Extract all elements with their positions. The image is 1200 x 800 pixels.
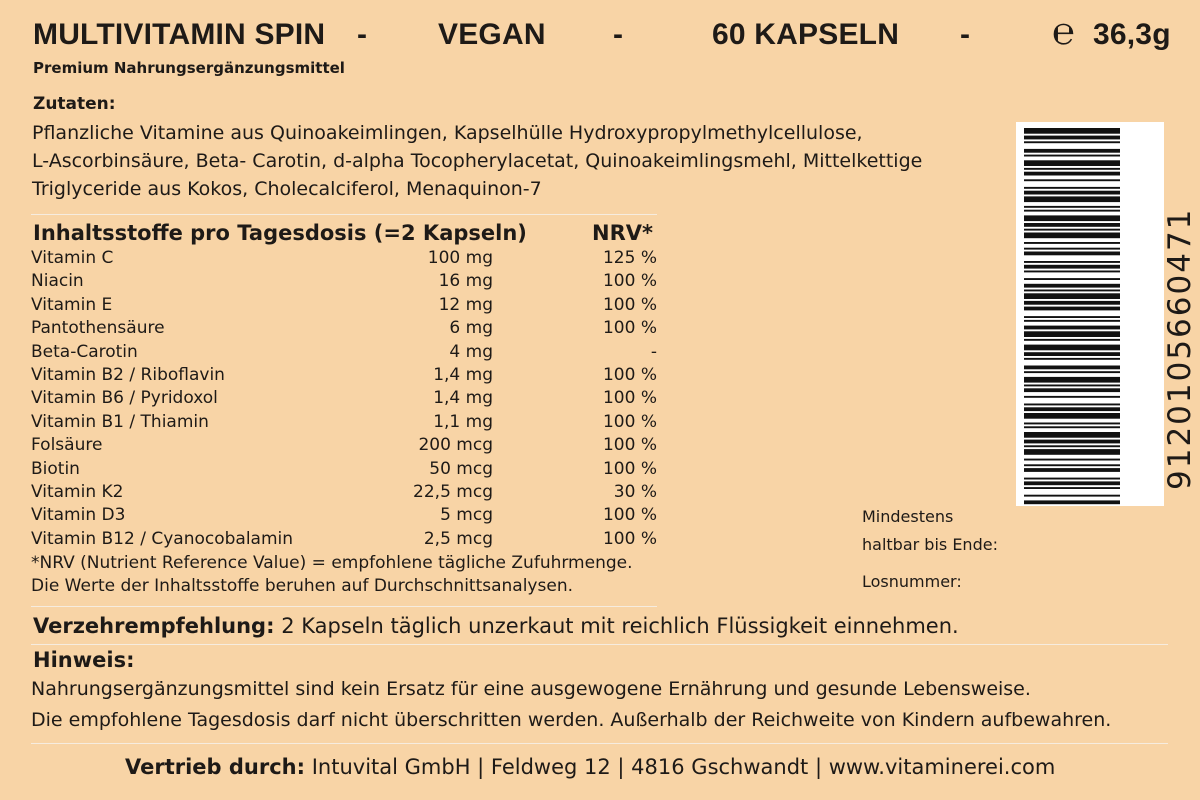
- nutrient-row: Vitamin B6 / Pyridoxol 1,4 mg 100 %: [31, 388, 657, 411]
- nutrient-amount: 5 mcg: [440, 505, 493, 526]
- nutrient-nrv: 100 %: [602, 365, 657, 385]
- capsule-count: 60 KAPSELN: [712, 18, 900, 51]
- divider: [31, 606, 657, 607]
- nutrient-nrv: 125 %: [602, 248, 657, 268]
- nutrient-amount: 1,4 mg: [433, 388, 493, 409]
- ingredients-text: Pflanzliche Vitamine aus Quinoakeimlinge…: [32, 119, 922, 203]
- recommendation-label: Verzehrempfehlung:: [33, 614, 275, 638]
- nutrient-amount: 50 mcg: [429, 458, 493, 479]
- barcode-icon: [1024, 128, 1120, 505]
- nutrient-nrv: 100 %: [602, 318, 657, 339]
- nutrient-amount: 22,5 mcg: [413, 482, 493, 502]
- best-before-label: Mindestens: [862, 507, 954, 526]
- nutrient-row: Vitamin C 100 mg 125 %: [31, 248, 657, 271]
- nutrient-amount: 6 mg: [449, 318, 493, 339]
- distribution: Vertrieb durch: Intuvital GmbH | Feldweg…: [125, 755, 1055, 779]
- nutrient-nrv: 100 %: [602, 435, 657, 456]
- subtitle: Premium Nahrungsergänzungsmittel: [33, 59, 345, 77]
- divider: [31, 743, 1168, 744]
- nutrient-nrv: 100 %: [602, 528, 657, 549]
- nutrient-amount: 1,4 mg: [433, 365, 493, 385]
- barcode: 9120105660471: [1016, 122, 1198, 506]
- nutrient-nrv: 100 %: [602, 294, 657, 315]
- nutrient-row: Vitamin B2 / Riboflavin 1,4 mg 100 %: [31, 365, 657, 388]
- header-separator: -: [960, 18, 971, 51]
- ingredients-label: Zutaten:: [33, 94, 116, 114]
- nutrient-row: Niacin 16 mg 100 %: [31, 271, 657, 294]
- notice-line: Die empfohlene Tagesdosis darf nicht übe…: [31, 709, 1112, 731]
- best-before-label: haltbar bis Ende:: [862, 535, 998, 554]
- nutrient-amount: 4 mg: [449, 341, 493, 362]
- nutrient-name: Vitamin C: [31, 248, 114, 268]
- nutrient-amount: 12 mg: [438, 294, 493, 315]
- nutrient-name: Vitamin B2 / Riboflavin: [31, 365, 225, 385]
- product-name: MULTIVITAMIN SPIN: [33, 18, 326, 51]
- nutrient-name: Vitamin B6 / Pyridoxol: [31, 388, 218, 409]
- nutrient-row: Vitamin D3 5 mcg 100 %: [31, 505, 657, 528]
- nutrients-header: Inhaltsstoffe pro Tagesdosis (=2 Kapseln…: [33, 221, 527, 245]
- analysis-footnote: Die Werte der Inhaltsstoffe beruhen auf …: [31, 576, 573, 596]
- nutrient-row: Vitamin K2 22,5 mcg 30 %: [31, 482, 657, 505]
- notice-label: Hinweis:: [33, 648, 135, 672]
- nutrient-amount: 2,5 mcg: [423, 528, 493, 549]
- nrv-header: NRV*: [592, 221, 653, 245]
- nrv-footnote: *NRV (Nutrient Reference Value) = empfoh…: [31, 553, 633, 573]
- nutrient-row: Pantothensäure 6 mg 100 %: [31, 318, 657, 341]
- ingredients-line: L-Ascorbinsäure, Beta- Carotin, d-alpha …: [32, 150, 923, 172]
- nutrient-nrv: 100 %: [602, 388, 657, 409]
- nutrient-nrv: 100 %: [602, 505, 657, 526]
- nutrient-nrv: -: [650, 341, 657, 362]
- nutrient-row: Vitamin E 12 mg 100 %: [31, 295, 657, 318]
- nutrient-name: Folsäure: [31, 435, 103, 456]
- recommendation: Verzehrempfehlung: 2 Kapseln täglich unz…: [33, 614, 959, 638]
- nutrient-nrv: 30 %: [613, 482, 657, 502]
- header-separator: -: [613, 18, 624, 51]
- nutrient-name: Vitamin K2: [31, 482, 124, 502]
- ingredients-line: Triglyceride aus Kokos, Cholecalciferol,…: [32, 178, 542, 200]
- barcode-number: 9120105660471: [1162, 207, 1198, 490]
- nutrient-amount: 1,1 mg: [433, 411, 493, 432]
- lot-number-label: Losnummer:: [862, 572, 962, 591]
- distribution-label: Vertrieb durch:: [125, 755, 306, 779]
- nutrient-amount: 16 mg: [438, 271, 493, 292]
- nutrient-row: Vitamin B12 / Cyanocobalamin 2,5 mcg 100 %: [31, 529, 657, 552]
- header-separator: -: [357, 18, 368, 51]
- nutrient-name: Vitamin E: [31, 294, 113, 315]
- nutrient-row: Biotin 50 mcg 100 %: [31, 459, 657, 482]
- vegan-label: VEGAN: [438, 18, 546, 51]
- divider: [31, 214, 657, 215]
- nutrient-name: Vitamin B12 / Cyanocobalamin: [31, 528, 294, 549]
- net-weight: 36,3g: [1093, 18, 1171, 51]
- nutrient-name: Beta-Carotin: [31, 341, 138, 362]
- recommendation-text: 2 Kapseln täglich unzerkaut mit reichlic…: [281, 614, 959, 638]
- nutrient-name: Vitamin B1 / Thiamin: [31, 411, 209, 432]
- nutrient-nrv: 100 %: [602, 411, 657, 432]
- nutrient-name: Pantothensäure: [31, 318, 165, 339]
- nutrient-row: Folsäure 200 mcg 100 %: [31, 435, 657, 458]
- nutrient-amount: 100 mg: [427, 248, 493, 268]
- nutrient-row: Beta-Carotin 4 mg -: [31, 342, 657, 365]
- estimate-sign-icon: ℮: [1052, 11, 1075, 53]
- nutrient-name: Niacin: [31, 271, 84, 292]
- nutrient-nrv: 100 %: [602, 271, 657, 292]
- ingredients-line: Pflanzliche Vitamine aus Quinoakeimlinge…: [32, 122, 863, 144]
- nutrient-nrv: 100 %: [602, 458, 657, 479]
- divider: [31, 644, 1168, 645]
- nutrient-amount: 200 mcg: [418, 435, 493, 456]
- distribution-text: Intuvital GmbH | Feldweg 12 | 4816 Gschw…: [311, 755, 1056, 779]
- nutrient-row: Vitamin B1 / Thiamin 1,1 mg 100 %: [31, 412, 657, 435]
- notice-line: Nahrungsergänzungsmittel sind kein Ersat…: [31, 678, 1031, 700]
- nutrient-name: Biotin: [31, 458, 80, 479]
- nutrient-name: Vitamin D3: [31, 505, 126, 526]
